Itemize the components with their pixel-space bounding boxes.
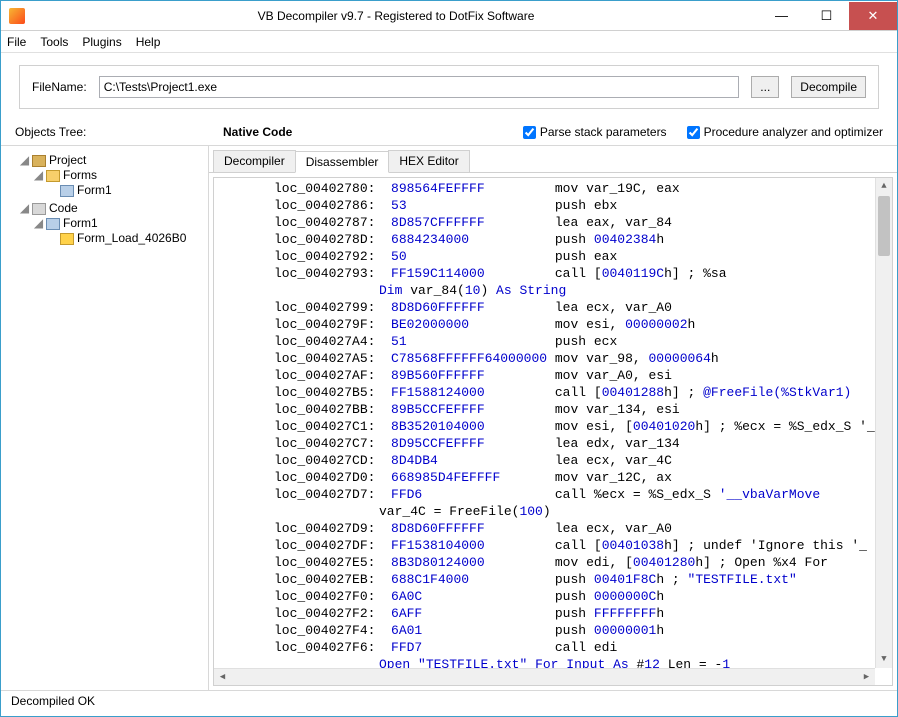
horizontal-scrollbar[interactable]: ◀▶ — [214, 668, 875, 685]
code-scroll[interactable]: loc_00402780: 898564FEFFFF mov var_19C, … — [214, 178, 892, 685]
filename-input[interactable] — [99, 76, 740, 98]
mid-header: Objects Tree: Native Code Parse stack pa… — [1, 121, 897, 145]
parse-stack-input[interactable] — [523, 126, 536, 139]
status-text: Decompiled OK — [11, 694, 95, 708]
window-title: VB Decompiler v9.7 - Registered to DotFi… — [33, 9, 759, 23]
statusbar: Decompiled OK — [1, 690, 897, 712]
vertical-scrollbar[interactable]: ▲▼ — [875, 178, 892, 668]
decompile-button[interactable]: Decompile — [791, 76, 866, 98]
close-button[interactable]: ✕ — [849, 2, 897, 30]
titlebar: VB Decompiler v9.7 - Registered to DotFi… — [1, 1, 897, 31]
code-area[interactable]: loc_00402780: 898564FEFFFF mov var_19C, … — [213, 177, 893, 686]
menu-tools[interactable]: Tools — [40, 35, 68, 49]
native-code-label: Native Code — [223, 125, 292, 139]
minimize-button[interactable]: — — [759, 2, 804, 30]
tree-forms[interactable]: ◢Forms Form1 — [33, 167, 204, 199]
filename-row: FileName: ... Decompile — [1, 53, 897, 121]
maximize-button[interactable]: ☐ — [804, 2, 849, 30]
objects-tree[interactable]: ◢Project ◢Forms Form1 ◢Code ◢Form1 Form_… — [1, 146, 209, 690]
right-pane: Decompiler Disassembler HEX Editor loc_0… — [209, 146, 897, 690]
menu-plugins[interactable]: Plugins — [82, 35, 121, 49]
tree-project[interactable]: ◢Project ◢Forms Form1 — [19, 152, 204, 200]
tree-form1-code[interactable]: ◢Form1 Form_Load_4026B0 — [33, 215, 204, 247]
tabs: Decompiler Disassembler HEX Editor — [209, 146, 897, 173]
tree-form-load[interactable]: Form_Load_4026B0 — [47, 230, 204, 246]
tab-disassembler[interactable]: Disassembler — [295, 151, 390, 173]
objects-tree-label: Objects Tree: — [15, 125, 203, 139]
menubar: File Tools Plugins Help — [1, 31, 897, 53]
tree-form1-form[interactable]: Form1 — [47, 182, 204, 198]
tab-hex[interactable]: HEX Editor — [388, 150, 469, 172]
parse-stack-label: Parse stack parameters — [540, 125, 667, 139]
analyzer-input[interactable] — [687, 126, 700, 139]
analyzer-checkbox[interactable]: Procedure analyzer and optimizer — [687, 125, 883, 139]
filename-label: FileName: — [32, 80, 87, 94]
parse-stack-checkbox[interactable]: Parse stack parameters — [523, 125, 667, 139]
window-controls: — ☐ ✕ — [759, 2, 897, 30]
tree-code[interactable]: ◢Code ◢Form1 Form_Load_4026B0 — [19, 200, 204, 248]
tab-decompiler[interactable]: Decompiler — [213, 150, 296, 172]
app-icon — [9, 8, 25, 24]
main-area: ◢Project ◢Forms Form1 ◢Code ◢Form1 Form_… — [1, 145, 897, 690]
browse-button[interactable]: ... — [751, 76, 779, 98]
menu-file[interactable]: File — [7, 35, 26, 49]
menu-help[interactable]: Help — [136, 35, 161, 49]
analyzer-label: Procedure analyzer and optimizer — [704, 125, 883, 139]
